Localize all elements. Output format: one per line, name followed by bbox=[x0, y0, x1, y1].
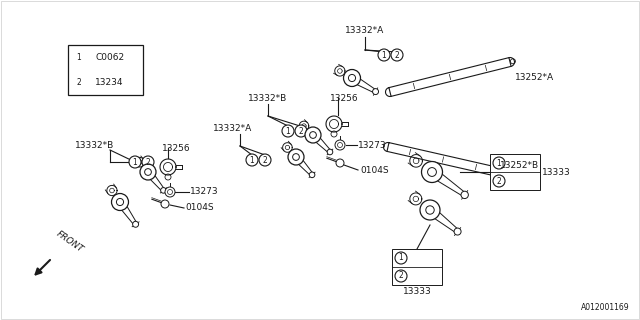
Circle shape bbox=[461, 191, 468, 199]
Circle shape bbox=[140, 164, 156, 180]
Text: 13332*B: 13332*B bbox=[248, 93, 287, 102]
Circle shape bbox=[395, 252, 407, 264]
Text: 13252*A: 13252*A bbox=[515, 73, 554, 82]
Circle shape bbox=[493, 157, 505, 169]
Circle shape bbox=[132, 221, 139, 227]
Circle shape bbox=[391, 49, 403, 61]
Circle shape bbox=[129, 156, 141, 168]
Circle shape bbox=[292, 154, 300, 160]
Circle shape bbox=[309, 172, 315, 178]
Text: FRONT: FRONT bbox=[55, 229, 85, 254]
Text: 0104S: 0104S bbox=[360, 165, 388, 174]
Circle shape bbox=[327, 149, 333, 155]
Text: C0062: C0062 bbox=[95, 53, 124, 62]
Bar bbox=[68, 45, 143, 95]
Circle shape bbox=[161, 188, 166, 193]
Text: 13333: 13333 bbox=[403, 287, 431, 297]
Circle shape bbox=[372, 89, 378, 95]
Circle shape bbox=[454, 228, 461, 235]
Text: 1: 1 bbox=[497, 158, 501, 167]
Text: 2: 2 bbox=[262, 156, 268, 164]
Circle shape bbox=[335, 140, 345, 150]
Text: 2: 2 bbox=[299, 126, 303, 135]
Text: 1: 1 bbox=[250, 156, 254, 164]
Bar bbox=[392, 249, 442, 285]
Circle shape bbox=[165, 187, 175, 197]
Bar bbox=[490, 154, 540, 190]
Text: 1: 1 bbox=[285, 126, 291, 135]
Text: 13273: 13273 bbox=[190, 188, 219, 196]
Circle shape bbox=[336, 159, 344, 167]
Circle shape bbox=[161, 200, 169, 208]
Circle shape bbox=[282, 125, 294, 137]
Circle shape bbox=[305, 127, 321, 143]
Circle shape bbox=[73, 76, 85, 89]
Circle shape bbox=[142, 156, 154, 168]
Text: 13234: 13234 bbox=[95, 78, 124, 87]
Circle shape bbox=[420, 200, 440, 220]
Text: 13256: 13256 bbox=[330, 93, 358, 102]
Circle shape bbox=[426, 206, 434, 214]
Text: 1: 1 bbox=[132, 157, 138, 166]
Text: 13332*A: 13332*A bbox=[213, 124, 253, 132]
Text: 13333: 13333 bbox=[542, 167, 571, 177]
Text: 1: 1 bbox=[381, 51, 387, 60]
Text: 0104S: 0104S bbox=[185, 204, 214, 212]
Circle shape bbox=[259, 154, 271, 166]
Circle shape bbox=[145, 169, 152, 175]
Circle shape bbox=[111, 194, 129, 211]
Circle shape bbox=[378, 49, 390, 61]
Circle shape bbox=[344, 69, 360, 86]
Circle shape bbox=[428, 168, 436, 176]
Circle shape bbox=[348, 75, 356, 82]
Text: 13252*B: 13252*B bbox=[500, 161, 539, 170]
Circle shape bbox=[246, 154, 258, 166]
Circle shape bbox=[422, 162, 442, 182]
Text: 13273: 13273 bbox=[358, 140, 387, 149]
Text: 2: 2 bbox=[146, 157, 150, 166]
Text: A012001169: A012001169 bbox=[581, 303, 630, 312]
Text: 2: 2 bbox=[497, 177, 501, 186]
Text: 2: 2 bbox=[399, 271, 403, 281]
Text: 1: 1 bbox=[399, 253, 403, 262]
Circle shape bbox=[73, 52, 85, 63]
Circle shape bbox=[288, 149, 304, 165]
Text: 2: 2 bbox=[77, 78, 81, 87]
Text: 1: 1 bbox=[77, 53, 81, 62]
Text: 13256: 13256 bbox=[162, 143, 191, 153]
Circle shape bbox=[310, 132, 316, 138]
Circle shape bbox=[295, 125, 307, 137]
Text: 13332*A: 13332*A bbox=[346, 26, 385, 35]
Circle shape bbox=[116, 198, 124, 205]
Text: 2: 2 bbox=[395, 51, 399, 60]
Circle shape bbox=[493, 175, 505, 187]
Text: 13332*B: 13332*B bbox=[76, 140, 115, 149]
Circle shape bbox=[395, 270, 407, 282]
